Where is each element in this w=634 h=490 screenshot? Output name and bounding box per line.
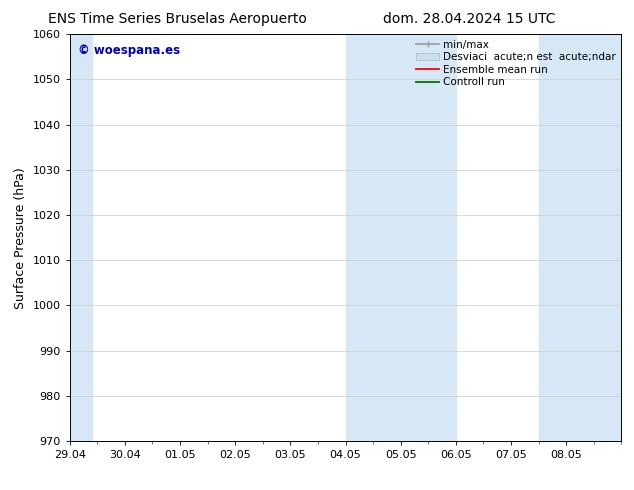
Bar <box>346 34 456 441</box>
Text: dom. 28.04.2024 15 UTC: dom. 28.04.2024 15 UTC <box>383 12 555 26</box>
Y-axis label: Surface Pressure (hPa): Surface Pressure (hPa) <box>14 167 27 309</box>
Bar <box>538 34 621 441</box>
Text: ENS Time Series Bruselas Aeropuerto: ENS Time Series Bruselas Aeropuerto <box>48 12 307 26</box>
Legend: min/max, Desviaci  acute;n est  acute;ndar, Ensemble mean run, Controll run: min/max, Desviaci acute;n est acute;ndar… <box>414 37 618 89</box>
Bar <box>70 34 92 441</box>
Text: © woespana.es: © woespana.es <box>78 45 180 57</box>
